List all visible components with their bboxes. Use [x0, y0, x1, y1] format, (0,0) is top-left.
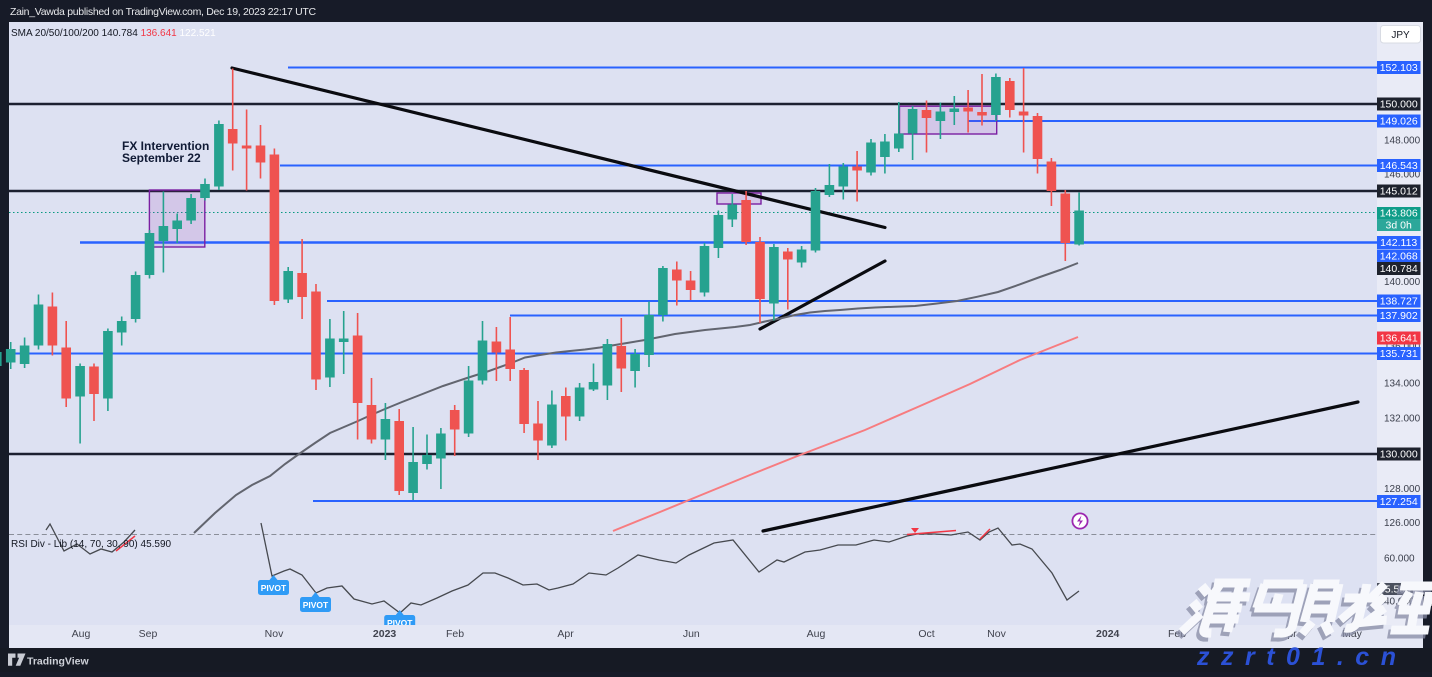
svg-text:Zain_Vawda published on Tradin: Zain_Vawda published on TradingView.com,… [10, 6, 317, 18]
svg-text:PIVOT: PIVOT [261, 583, 287, 593]
svg-text:145.012: 145.012 [1380, 186, 1418, 198]
svg-text:148.000: 148.000 [1384, 136, 1421, 147]
svg-text:60.000: 60.000 [1384, 554, 1415, 565]
svg-text:PIVOT: PIVOT [303, 600, 329, 610]
svg-text:146.000: 146.000 [1384, 170, 1421, 181]
svg-text:137.902: 137.902 [1380, 310, 1418, 322]
svg-text:150.000: 150.000 [1380, 99, 1418, 111]
svg-text:140.784: 140.784 [1380, 263, 1418, 275]
svg-text:Apr: Apr [557, 628, 574, 640]
svg-text:146.543: 146.543 [1380, 160, 1418, 172]
svg-text:Aug: Aug [72, 628, 91, 640]
svg-text:130.000: 130.000 [1380, 449, 1418, 461]
svg-text:142.068: 142.068 [1380, 251, 1418, 263]
svg-text:September 22: September 22 [122, 151, 201, 165]
svg-text:Jun: Jun [683, 628, 700, 640]
svg-text:138.727: 138.727 [1380, 296, 1418, 308]
svg-text:PIVOT: PIVOT [387, 618, 413, 628]
svg-text:Feb: Feb [446, 628, 464, 640]
svg-text:127.254: 127.254 [1380, 496, 1418, 508]
svg-text:143.806: 143.806 [1380, 208, 1418, 220]
svg-text:134.000: 134.000 [1384, 379, 1421, 390]
svg-text:FX Intervention: FX Intervention [122, 139, 209, 153]
svg-text:126.000: 126.000 [1384, 518, 1421, 529]
svg-text:128.000: 128.000 [1384, 484, 1421, 495]
svg-text:Oct: Oct [918, 628, 934, 640]
svg-text:RSI Div - Lib (14, 70, 30, 90): RSI Div - Lib (14, 70, 30, 90) 45.590 [11, 539, 172, 550]
svg-text:TradingView: TradingView [27, 656, 89, 668]
svg-text:Sep: Sep [139, 628, 158, 640]
svg-text:135.731: 135.731 [1380, 348, 1418, 360]
svg-text:152.103: 152.103 [1380, 62, 1418, 74]
svg-text:149.026: 149.026 [1380, 116, 1418, 128]
svg-text:142.113: 142.113 [1380, 237, 1417, 249]
svg-text:136.641: 136.641 [1380, 333, 1418, 345]
svg-text:Nov: Nov [265, 628, 284, 640]
svg-text:132.000: 132.000 [1384, 414, 1421, 425]
svg-text:SMA 20/50/100/200 140.784 13: SMA 20/50/100/200 140.784 136.641 122.52… [11, 28, 216, 39]
svg-text:Aug: Aug [807, 628, 826, 640]
svg-text:JPY: JPY [1391, 30, 1410, 41]
svg-text:zzrt01.cn: zzrt01.cn [1196, 643, 1407, 671]
svg-text:2024: 2024 [1096, 628, 1120, 640]
svg-text:3d 0h: 3d 0h [1386, 220, 1412, 232]
svg-text:140.000: 140.000 [1384, 277, 1421, 288]
svg-text:Nov: Nov [987, 628, 1006, 640]
svg-text:2023: 2023 [373, 628, 397, 640]
